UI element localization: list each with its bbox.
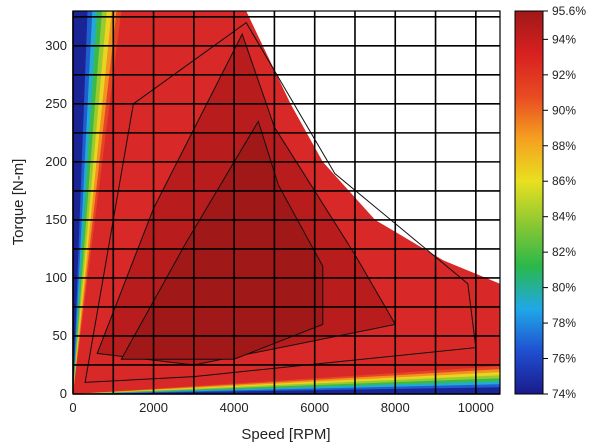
colorbar-tick-label: 90% bbox=[552, 103, 576, 117]
y-tick-label: 0 bbox=[60, 386, 67, 401]
x-tick-label: 4000 bbox=[220, 400, 249, 415]
x-axis: 0 2000 4000 6000 8000 10000 bbox=[69, 400, 494, 415]
plot-frame bbox=[72, 10, 501, 395]
colorbar-ticks: 74% 76% 78% 80% 82% 84% 86% 88% 90% 92% 94% 95.6% bbox=[543, 4, 586, 401]
colorbar-tick-label: 88% bbox=[552, 139, 576, 153]
x-tick-label: 6000 bbox=[300, 400, 329, 415]
colorbar-tick-label: 92% bbox=[552, 68, 576, 82]
y-tick-label: 250 bbox=[45, 96, 67, 111]
y-axis: 0 50 100 150 200 250 300 bbox=[45, 38, 67, 401]
y-tick-label: 100 bbox=[45, 270, 67, 285]
x-axis-label: Speed [RPM] bbox=[241, 426, 330, 443]
colorbar-tick-label: 84% bbox=[552, 210, 576, 224]
colorbar-tick-label: 78% bbox=[552, 316, 576, 330]
y-axis-label: Torque [N-m] bbox=[10, 159, 27, 246]
plot-area bbox=[73, 11, 500, 394]
x-tick-label: 10000 bbox=[458, 400, 494, 415]
colorbar-tick-label: 80% bbox=[552, 281, 576, 295]
low-torque-band bbox=[73, 387, 500, 394]
colorbar-tick-label: 95.6% bbox=[552, 4, 586, 18]
y-tick-label: 200 bbox=[45, 154, 67, 169]
colorbar-tick-label: 82% bbox=[552, 245, 576, 259]
x-tick-label: 2000 bbox=[139, 400, 168, 415]
x-tick-label: 0 bbox=[69, 400, 76, 415]
y-tick-label: 50 bbox=[53, 328, 67, 343]
x-tick-label: 8000 bbox=[381, 400, 410, 415]
colorbar-tick-label: 74% bbox=[552, 387, 576, 401]
y-tick-label: 150 bbox=[45, 212, 67, 227]
colorbar-tick-label: 94% bbox=[552, 32, 576, 46]
low-speed-band bbox=[73, 11, 88, 394]
colorbar-tick-label: 86% bbox=[552, 174, 576, 188]
efficiency-contour bbox=[84, 21, 477, 383]
colorbar bbox=[514, 10, 544, 395]
efficiency-contour bbox=[120, 120, 324, 360]
y-tick-label: 300 bbox=[45, 38, 67, 53]
colorbar-tick-label: 76% bbox=[552, 352, 576, 366]
